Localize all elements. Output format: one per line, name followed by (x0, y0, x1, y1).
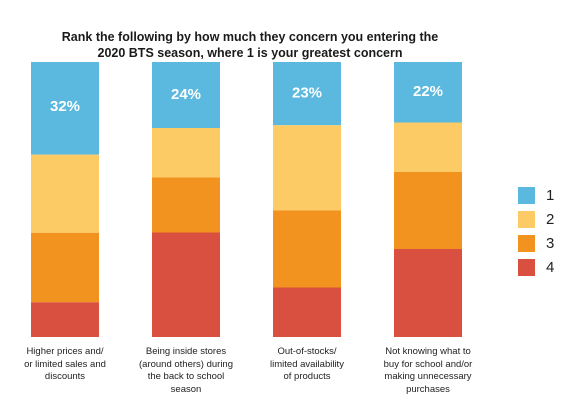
category-label-line: or limited sales and (24, 358, 106, 370)
legend-label: 3 (546, 234, 555, 252)
chart-title: Rank the following by how much they conc… (20, 29, 480, 61)
category-label-line: Higher prices and/ (26, 346, 104, 357)
data-label-2: 24% (171, 86, 201, 103)
bar-segment-4-rank-2 (394, 122, 462, 172)
category-label-line: season (170, 383, 202, 395)
bar-segment-3-rank-3 (273, 210, 341, 288)
bar-segment-4-rank-4 (394, 249, 462, 337)
category-label-line: making unnecessary (384, 371, 472, 382)
bar-segment-4-rank-1 (394, 62, 462, 123)
bar-segment-3-rank-2 (273, 125, 341, 211)
category-label-line: discounts (44, 371, 86, 382)
bar-segment-3-rank-1 (273, 62, 341, 126)
category-label-line: purchases (406, 383, 450, 395)
category-label-2: Being inside stores (around others) durin… (136, 346, 236, 396)
legend-label: 2 (546, 210, 555, 228)
bar-segment-2-rank-1 (152, 62, 220, 128)
chart-title-line-2: 2020 BTS season, where 1 is your greates… (97, 46, 403, 60)
legend-swatch (518, 234, 535, 252)
legend-item-1: 1 (518, 183, 554, 207)
category-label-3: Out-of-stocks/limited availability of pro… (257, 346, 357, 384)
bar-segment-3-rank-4 (273, 287, 341, 337)
category-label-line: buy for school and/or (383, 358, 473, 370)
bar-segment-1-rank-1 (31, 62, 99, 155)
data-label-4: 22% (413, 83, 443, 100)
data-label-1: 32% (50, 98, 80, 115)
category-label-line: Out-of-stocks/ (277, 346, 337, 357)
category-label-4: Not knowing what to buy for school and/or… (378, 346, 478, 396)
bar-segment-1-rank-2 (31, 154, 99, 233)
legend-swatch (518, 258, 535, 276)
category-label-line: Being inside stores (145, 346, 227, 357)
chart-title-line-1: Rank the following by how much they conc… (61, 30, 439, 44)
chart-legend: 1 2 3 4 (518, 183, 554, 279)
category-label-line: of products (283, 371, 331, 382)
bar-segment-4-rank-3 (394, 172, 462, 249)
bar-segment-2-rank-4 (152, 232, 220, 337)
category-label-line: limited availability (270, 358, 344, 370)
data-label-3: 23% (292, 85, 322, 102)
bar-segment-2-rank-3 (152, 177, 220, 233)
category-label-line: (around others) during (139, 358, 233, 370)
legend-label: 4 (546, 258, 555, 276)
legend-item-3: 3 (518, 231, 554, 255)
bar-segment-1-rank-3 (31, 232, 99, 303)
legend-item-2: 2 (518, 207, 554, 231)
legend-swatch (518, 210, 535, 228)
bar-segment-1-rank-4 (31, 302, 99, 337)
category-label-1: Higher prices and/or limited sales and di… (15, 346, 115, 384)
legend-swatch (518, 186, 535, 204)
category-label-line: Not knowing what to (385, 346, 471, 357)
category-label-line: the back to school (147, 371, 225, 382)
legend-label: 1 (546, 186, 555, 204)
legend-item-4: 4 (518, 255, 554, 279)
bar-segment-2-rank-2 (152, 128, 220, 178)
